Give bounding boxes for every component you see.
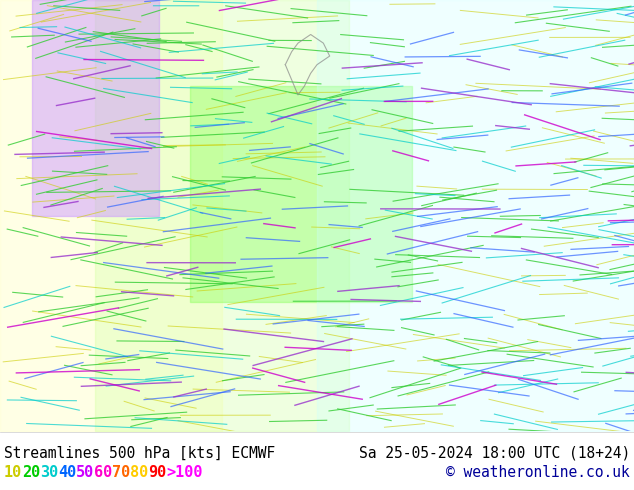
Text: 10: 10 (4, 465, 22, 480)
Text: >100: >100 (166, 465, 202, 480)
Text: 60: 60 (94, 465, 112, 480)
Text: 70: 70 (112, 465, 130, 480)
Text: Streamlines 500 hPa [kts] ECMWF: Streamlines 500 hPa [kts] ECMWF (4, 445, 275, 461)
Text: 20: 20 (22, 465, 40, 480)
Text: 80: 80 (130, 465, 148, 480)
Text: 90: 90 (148, 465, 166, 480)
Text: 30: 30 (40, 465, 58, 480)
Text: 40: 40 (58, 465, 76, 480)
Text: Sa 25-05-2024 18:00 UTC (18+24): Sa 25-05-2024 18:00 UTC (18+24) (359, 445, 630, 461)
Text: 50: 50 (76, 465, 94, 480)
Text: © weatheronline.co.uk: © weatheronline.co.uk (446, 465, 630, 480)
